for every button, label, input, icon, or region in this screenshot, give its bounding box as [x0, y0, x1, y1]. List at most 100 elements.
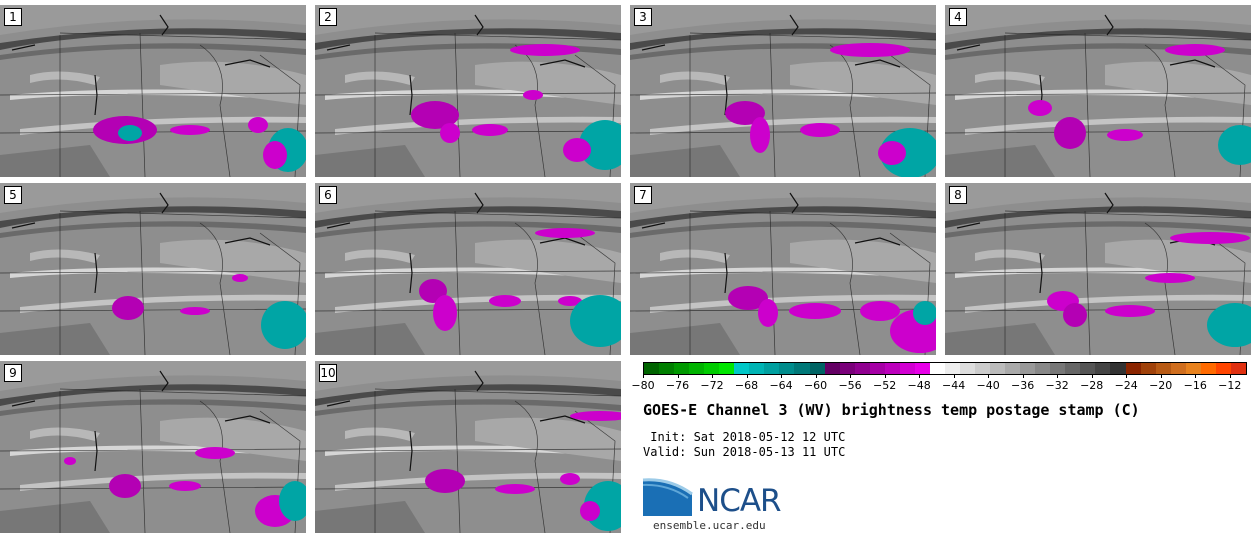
colorbar-segment — [869, 363, 885, 374]
colorbar-segment — [1080, 363, 1096, 374]
panel-number: 3 — [634, 8, 652, 26]
colorbar-segment — [824, 363, 840, 374]
colorbar-tick-label: −64 — [769, 379, 793, 392]
colorbar-segment — [689, 363, 705, 374]
colorbar-segment — [1095, 363, 1111, 374]
colorbar-tick — [953, 375, 955, 378]
colorbar-tick — [884, 375, 886, 378]
colorbar-tick-label: −80 — [631, 379, 655, 392]
colorbar — [643, 362, 1247, 375]
colorbar-tick-label: −60 — [803, 379, 828, 392]
colorbar-tick — [712, 375, 714, 378]
figure-title: GOES-E Channel 3 (WV) brightness temp po… — [643, 401, 1140, 419]
colorbar-segment — [929, 363, 945, 374]
colorbar-tick — [815, 375, 817, 378]
colorbar-tick-label: −52 — [872, 379, 897, 392]
colorbar-segment — [1185, 363, 1201, 374]
panel-number: 5 — [4, 186, 22, 204]
colorbar-segment — [959, 363, 976, 374]
colorbar-tick-label: −20 — [1149, 379, 1173, 392]
map-panel-5: 5 — [0, 183, 306, 355]
colorbar-segment — [839, 363, 855, 374]
colorbar-tick-label: −44 — [942, 379, 966, 392]
map-panel-3: 3 — [630, 5, 936, 177]
panel-number: 7 — [634, 186, 652, 204]
colorbar-segment — [1065, 363, 1081, 374]
colorbar-segment — [644, 363, 660, 374]
map-panel-2: 2 — [315, 5, 621, 177]
colorbar-segment — [914, 363, 930, 374]
colorbar-segment — [1200, 363, 1216, 374]
colorbar-tick-label: −36 — [1011, 379, 1035, 392]
colorbar-segment — [1020, 363, 1036, 374]
map-panel-7: 7 — [630, 183, 936, 355]
colorbar-segment — [990, 363, 1006, 374]
colorbar-segment — [674, 363, 690, 374]
colorbar-tick — [677, 375, 679, 378]
site-url: ensemble.ucar.edu — [653, 519, 766, 532]
colorbar-segment — [734, 363, 750, 374]
colorbar-segment — [749, 363, 765, 374]
colorbar-tick — [1022, 375, 1024, 378]
colorbar-tick — [1229, 375, 1231, 378]
colorbar-segment — [1125, 363, 1141, 374]
colorbar-segment — [1230, 363, 1246, 374]
colorbar-tick — [988, 375, 990, 378]
colorbar-tick-label: −76 — [665, 379, 690, 392]
colorbar-segment — [899, 363, 915, 374]
colorbar-tick-label: −40 — [976, 379, 1000, 392]
colorbar-tick — [1091, 375, 1093, 378]
colorbar-segment — [1170, 363, 1186, 374]
colorbar-tick-label: −72 — [700, 379, 724, 392]
panel-number: 2 — [319, 8, 337, 26]
panel-number: 1 — [4, 8, 22, 26]
colorbar-segment — [854, 363, 870, 374]
colorbar-segment — [975, 363, 991, 374]
colorbar-tick — [919, 375, 921, 378]
init-time: Init: Sat 2018-05-12 12 UTC — [643, 430, 846, 444]
colorbar-segment — [719, 363, 735, 374]
colorbar-segment — [1155, 363, 1171, 374]
colorbar-segment — [809, 363, 825, 374]
colorbar-segment — [884, 363, 900, 374]
colorbar-segment — [1035, 363, 1051, 374]
colorbar-tick — [850, 375, 852, 378]
colorbar-tick — [1057, 375, 1059, 378]
map-panel-8: 8 — [945, 183, 1251, 355]
colorbar-tick — [643, 375, 644, 378]
colorbar-tick — [1126, 375, 1128, 378]
colorbar-segment — [1110, 363, 1126, 374]
colorbar-segment — [704, 363, 720, 374]
colorbar-tick-label: −68 — [734, 379, 759, 392]
colorbar-segment — [764, 363, 780, 374]
panel-number: 9 — [4, 364, 22, 382]
colorbar-tick-label: −12 — [1218, 379, 1242, 392]
colorbar-tick-label: −32 — [1045, 379, 1069, 392]
map-panel-6: 6 — [315, 183, 621, 355]
colorbar-tick-label: −16 — [1183, 379, 1207, 392]
map-panel-10: 10 — [315, 361, 621, 533]
panel-number: 8 — [949, 186, 967, 204]
map-panel-1: 1 — [0, 5, 306, 177]
panel-number: 6 — [319, 186, 337, 204]
colorbar-tick — [746, 375, 748, 378]
colorbar-segment — [1140, 363, 1156, 374]
colorbar-segment — [794, 363, 810, 374]
colorbar-tick-label: −56 — [838, 379, 862, 392]
colorbar-tick — [781, 375, 783, 378]
colorbar-segment — [944, 363, 960, 374]
colorbar-tick — [1195, 375, 1197, 378]
panel-number: 10 — [319, 364, 337, 382]
logo-wordmark: NCAR — [697, 483, 782, 519]
colorbar-segment — [1005, 363, 1021, 374]
colorbar-tick-label: −24 — [1114, 379, 1138, 392]
panel-number: 4 — [949, 8, 967, 26]
colorbar-segment — [1050, 363, 1066, 374]
map-panel-4: 4 — [945, 5, 1251, 177]
valid-time: Valid: Sun 2018-05-13 11 UTC — [643, 445, 846, 459]
colorbar-segment — [1215, 363, 1231, 374]
colorbar-segment — [659, 363, 675, 374]
colorbar-tick-label: −48 — [907, 379, 931, 392]
colorbar-tick — [1160, 375, 1162, 378]
ncar-logo-icon — [642, 478, 693, 516]
